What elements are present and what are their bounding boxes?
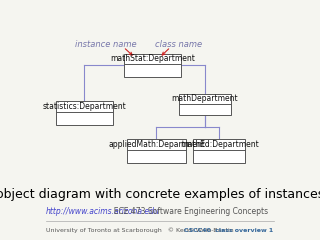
Bar [193,139,245,163]
Bar [127,139,186,163]
Text: mathEd:Department: mathEd:Department [180,140,259,149]
Text: object diagram with concrete examples of instances: object diagram with concrete examples of… [0,188,320,201]
Text: mathStat:Department: mathStat:Department [110,54,195,63]
Text: mathDepartment: mathDepartment [172,94,238,103]
Bar [124,54,181,77]
Text: appliedMath:Department: appliedMath:Department [108,140,205,149]
Bar [56,101,113,125]
Bar [179,94,231,115]
Text: http://www.acims.arizona.edu: http://www.acims.arizona.edu [46,207,160,216]
Text: ECE 473 Software Engineering Concepts: ECE 473 Software Engineering Concepts [109,207,268,216]
Text: instance name: instance name [75,40,136,48]
Text: CSCC40  class overview 1: CSCC40 class overview 1 [185,228,274,233]
Text: class name: class name [156,40,203,48]
Text: statistics:Department: statistics:Department [42,102,126,111]
Text: University of Toronto at Scarborough   © Kersti Wain-Bantin: University of Toronto at Scarborough © K… [46,228,234,233]
